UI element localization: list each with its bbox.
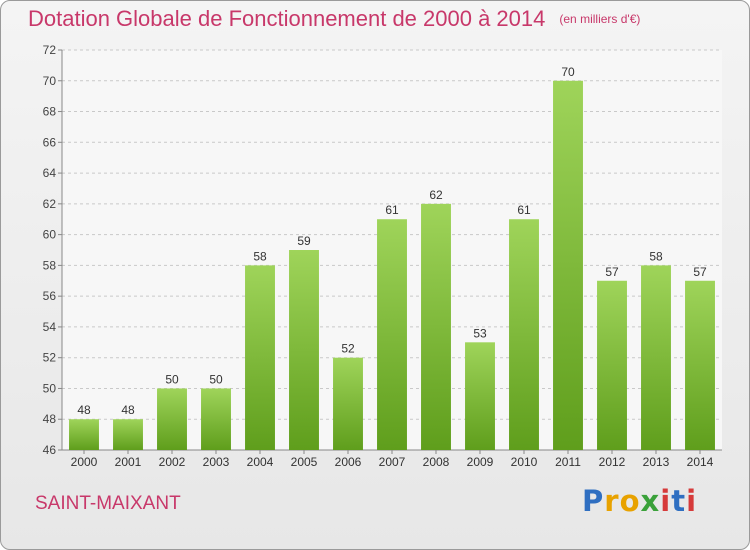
data-label-2009: 53: [473, 326, 487, 340]
x-tick-label-2002: 2002: [159, 455, 186, 469]
x-tick-label-2005: 2005: [291, 455, 318, 469]
data-label-2001: 48: [121, 403, 135, 417]
x-tick-label-2012: 2012: [599, 455, 626, 469]
x-tick-label-2013: 2013: [643, 455, 670, 469]
bar-2010: [509, 219, 539, 450]
y-tick-label: 48: [43, 412, 57, 426]
data-label-2008: 62: [429, 188, 443, 202]
bar-2008: [421, 203, 451, 450]
x-tick-label-2009: 2009: [467, 455, 494, 469]
data-label-2003: 50: [209, 372, 223, 386]
chart-title-text: Dotation Globale de Fonctionnement de 20…: [28, 6, 546, 31]
y-tick-label: 70: [43, 74, 57, 88]
commune-name: SAINT-MAIXANT: [35, 493, 181, 514]
y-tick-label: 62: [43, 197, 57, 211]
bar-2006: [333, 357, 363, 450]
bar-2011: [553, 80, 583, 451]
bar-2009: [465, 342, 495, 450]
data-label-2006: 52: [341, 342, 355, 356]
y-tick-label: 68: [43, 105, 57, 119]
chart-unit: (en milliers d'€): [559, 12, 641, 26]
x-tick-label-2008: 2008: [423, 455, 450, 469]
y-tick-label: 46: [43, 443, 57, 457]
data-label-2013: 58: [649, 249, 663, 263]
y-tick-label: 56: [43, 289, 57, 303]
x-tick-label-2006: 2006: [335, 455, 362, 469]
y-tick-label: 52: [43, 351, 57, 365]
data-label-2011: 70: [561, 65, 575, 79]
x-tick-label-2014: 2014: [687, 455, 714, 469]
y-tick-label: 72: [43, 43, 57, 57]
chart-title: Dotation Globale de Fonctionnement de 20…: [28, 6, 640, 32]
x-tick-label-2011: 2011: [555, 455, 581, 469]
bar-2005: [289, 250, 319, 450]
bar-2002: [157, 388, 187, 450]
y-tick-label: 66: [43, 135, 57, 149]
y-tick-label: 64: [43, 166, 57, 180]
bar-2013: [641, 265, 671, 450]
bar-2004: [245, 265, 275, 450]
bar-2001: [113, 419, 143, 450]
x-tick-label-2001: 2001: [115, 455, 142, 469]
data-label-2012: 57: [605, 265, 619, 279]
data-label-2014: 57: [693, 265, 707, 279]
y-tick-label: 50: [43, 381, 57, 395]
x-tick-label-2007: 2007: [379, 455, 406, 469]
y-tick-label: 60: [43, 228, 57, 242]
x-tick-label-2004: 2004: [247, 455, 274, 469]
bar-2014: [685, 280, 715, 450]
x-tick-label-2010: 2010: [511, 455, 538, 469]
bar-2003: [201, 388, 231, 450]
data-label-2004: 58: [253, 249, 267, 263]
bar-2000: [69, 419, 99, 450]
y-tick-label: 54: [43, 320, 57, 334]
bar-2007: [377, 219, 407, 450]
data-label-2000: 48: [77, 403, 91, 417]
bar-2012: [597, 280, 627, 450]
proxiti-logo: Proxiti: [582, 484, 698, 518]
data-label-2007: 61: [385, 203, 399, 217]
y-tick-label: 58: [43, 258, 57, 272]
x-tick-label-2003: 2003: [203, 455, 230, 469]
data-label-2002: 50: [165, 372, 179, 386]
data-label-2010: 61: [517, 203, 531, 217]
data-label-2005: 59: [297, 234, 311, 248]
x-tick-label-2000: 2000: [71, 455, 98, 469]
